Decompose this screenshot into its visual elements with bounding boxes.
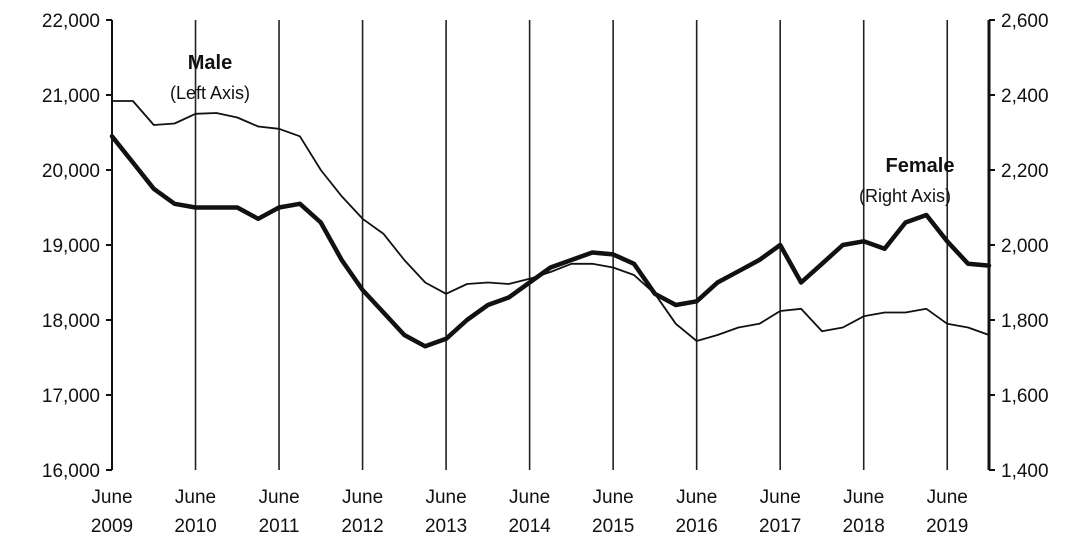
left-tick-label-20000: 20,000 [42, 161, 100, 182]
x-tick-month-2010: June [175, 487, 216, 508]
x-tick-year-2009: 2009 [91, 516, 133, 537]
x-tick-year-2016: 2016 [676, 516, 718, 537]
male-annotation-title: Male [188, 52, 232, 74]
right-tick-label-2000: 2,000 [1001, 236, 1049, 257]
right-axis-ticks: 1,400 1,600 1,800 2,000 2,200 2,400 2,600 [989, 11, 1049, 482]
right-tick-label-2600: 2,600 [1001, 11, 1049, 32]
left-tick-label-22000: 22,000 [42, 11, 100, 32]
x-tick-month-2014: June [509, 487, 550, 508]
x-tick-year-2013: 2013 [425, 516, 467, 537]
x-tick-month-2017: June [760, 487, 801, 508]
x-tick-month-2012: June [342, 487, 383, 508]
x-tick-month-2009: June [91, 487, 132, 508]
right-tick-label-1600: 1,600 [1001, 386, 1049, 407]
right-tick-label-1400: 1,400 [1001, 461, 1049, 482]
male-series-line [111, 100, 990, 342]
x-tick-year-2015: 2015 [592, 516, 634, 537]
female-annotation-title: Female [886, 155, 955, 177]
left-tick-label-21000: 21,000 [42, 86, 100, 107]
right-tick-label-1800: 1,800 [1001, 311, 1049, 332]
left-tick-label-18000: 18,000 [42, 311, 100, 332]
x-tick-month-2016: June [676, 487, 717, 508]
female-series-line [109, 134, 992, 349]
series-lines [109, 100, 992, 349]
x-tick-year-2018: 2018 [843, 516, 885, 537]
x-tick-month-2018: June [843, 487, 884, 508]
male-annotation-subtitle: (Left Axis) [170, 83, 250, 103]
left-tick-label-17000: 17,000 [42, 386, 100, 407]
left-tick-label-19000: 19,000 [42, 236, 100, 257]
x-tick-month-2013: June [425, 487, 466, 508]
x-axis-ticks: June 2009 June 2010 June 2011 June 2012 June 2013… [91, 487, 969, 537]
vertical-gridlines [194, 20, 949, 470]
x-tick-year-2010: 2010 [174, 516, 216, 537]
right-tick-label-2200: 2,200 [1001, 161, 1049, 182]
left-tick-label-16000: 16,000 [42, 461, 100, 482]
x-tick-month-2019: June [927, 487, 968, 508]
x-tick-month-2011: June [258, 487, 299, 508]
right-tick-label-2400: 2,400 [1001, 86, 1049, 107]
x-tick-year-2011: 2011 [259, 516, 300, 537]
female-annotation-subtitle: (Right Axis) [859, 186, 951, 206]
x-tick-year-2014: 2014 [508, 516, 551, 537]
x-tick-year-2012: 2012 [341, 516, 383, 537]
x-tick-month-2015: June [593, 487, 634, 508]
x-tick-year-2019: 2019 [926, 516, 968, 537]
x-tick-year-2017: 2017 [759, 516, 801, 537]
left-axis-ticks: 16,000 17,000 18,000 19,000 20,000 21,000 22,0… [42, 11, 112, 482]
